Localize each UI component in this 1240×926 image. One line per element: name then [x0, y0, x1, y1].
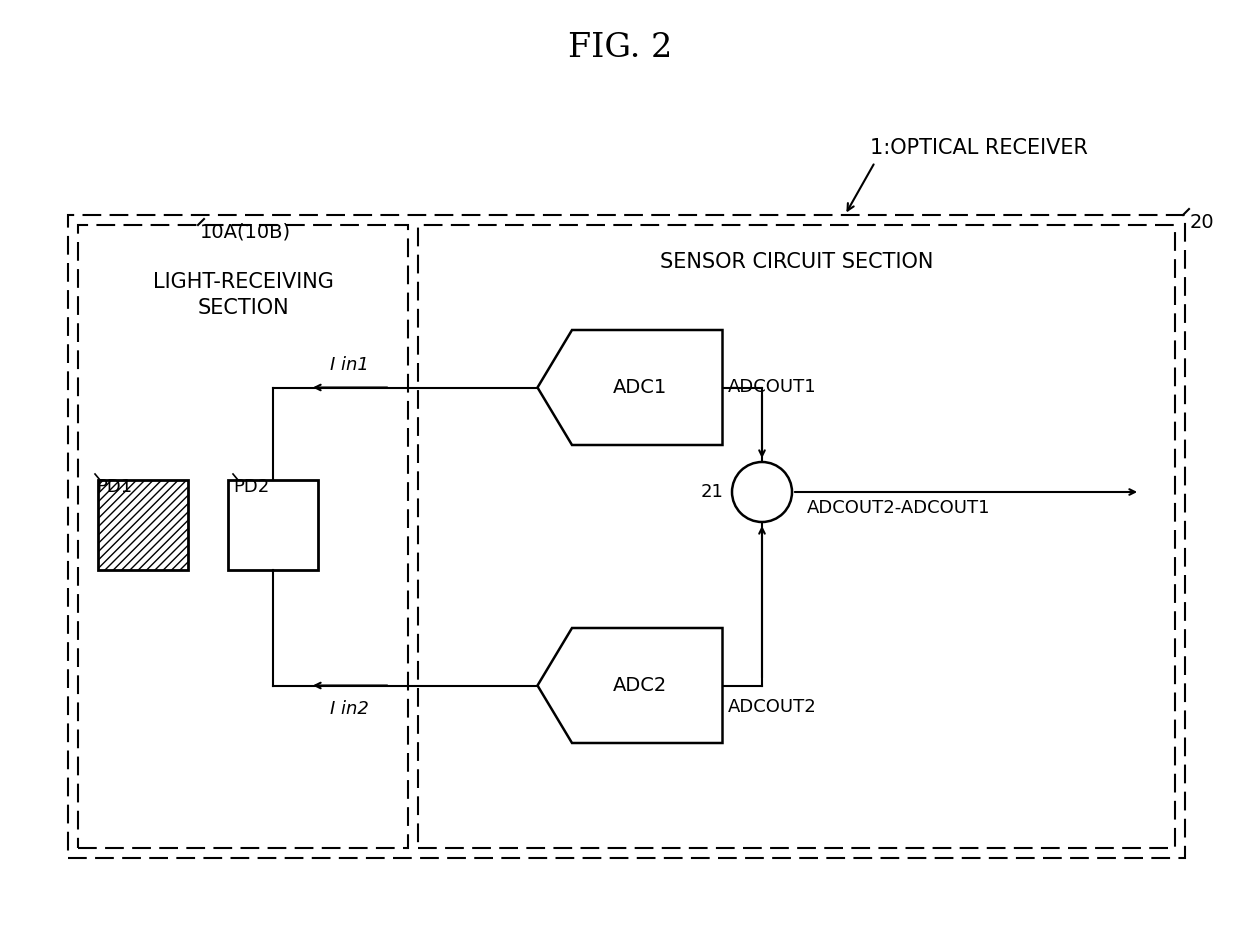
Text: 20: 20 — [1190, 213, 1215, 232]
Text: ADC1: ADC1 — [613, 378, 667, 397]
Bar — [98, 480, 188, 570]
Bar — [78, 225, 408, 848]
Text: ADCOUT1: ADCOUT1 — [728, 379, 816, 396]
Text: 21: 21 — [701, 483, 724, 501]
Bar — [418, 225, 1176, 848]
Text: I in1: I in1 — [330, 356, 368, 373]
Text: +: + — [754, 496, 770, 515]
Text: ADCOUT2: ADCOUT2 — [728, 697, 816, 716]
Text: ADCOUT2-ADCOUT1: ADCOUT2-ADCOUT1 — [807, 499, 991, 517]
Text: I in2: I in2 — [330, 699, 368, 718]
Circle shape — [732, 462, 792, 522]
Text: FIG. 2: FIG. 2 — [568, 32, 672, 64]
Text: 1:OPTICAL RECEIVER: 1:OPTICAL RECEIVER — [870, 138, 1087, 158]
Polygon shape — [537, 330, 723, 445]
Text: −: − — [754, 469, 770, 487]
Text: PD1: PD1 — [95, 478, 133, 496]
Bar — [228, 480, 317, 570]
Bar — [68, 215, 1185, 858]
Text: SENSOR CIRCUIT SECTION: SENSOR CIRCUIT SECTION — [660, 252, 934, 272]
Text: 10A(10B): 10A(10B) — [200, 223, 291, 242]
Text: LIGHT-RECEIVING
SECTION: LIGHT-RECEIVING SECTION — [153, 272, 334, 319]
Text: PD2: PD2 — [233, 478, 269, 496]
Polygon shape — [537, 628, 723, 743]
Text: ADC2: ADC2 — [613, 676, 667, 695]
